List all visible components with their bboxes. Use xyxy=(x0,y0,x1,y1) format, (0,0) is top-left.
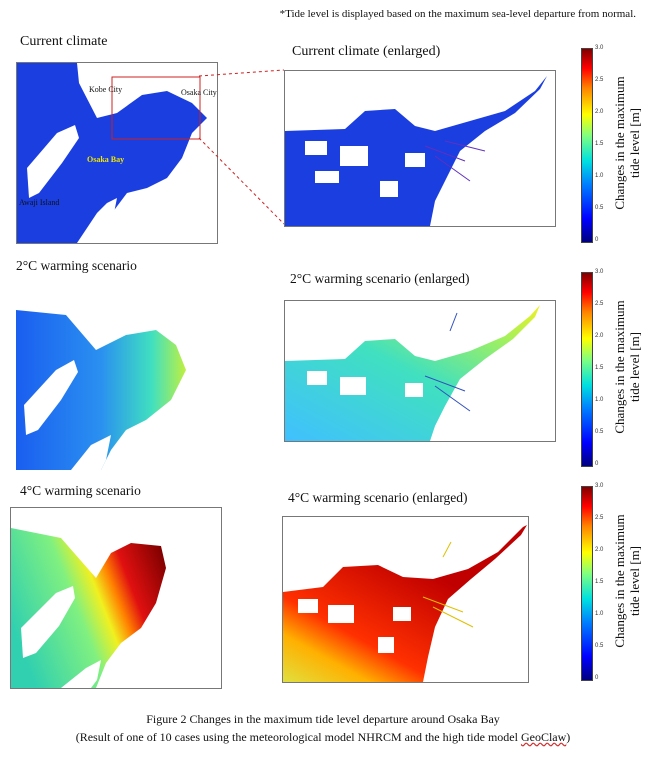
panel-title-4c: 4°C warming scenario xyxy=(20,483,141,498)
tick-label: 0 xyxy=(595,237,599,243)
tick-label: 0.5 xyxy=(595,643,604,649)
figure-caption-line1: Figure 2 Changes in the maximum tide lev… xyxy=(146,712,500,726)
panel-title-current-enlarged: Current climate (enlarged) xyxy=(292,44,441,59)
tick-label: 2.5 xyxy=(595,515,604,521)
tick-label: 2.0 xyxy=(595,333,604,339)
tick-label: 1.0 xyxy=(595,397,604,403)
tick-label: 3.0 xyxy=(595,483,604,489)
map-2c xyxy=(16,290,194,470)
colorbar-4c xyxy=(581,486,593,681)
tick-label: 3.0 xyxy=(595,45,604,51)
map-4c-enlarged xyxy=(282,516,529,683)
tick-label: 0 xyxy=(595,675,599,681)
tick-label: 2.0 xyxy=(595,547,604,553)
tick-label: 1.0 xyxy=(595,611,604,617)
tick-label: 0 xyxy=(595,461,599,467)
figure-caption-line2: (Result of one of 10 cases using the met… xyxy=(75,730,571,744)
map-4c xyxy=(10,507,222,689)
panel-title-current: Current climate xyxy=(20,34,108,49)
tick-label: 0.5 xyxy=(595,429,604,435)
tick-label: 1.5 xyxy=(595,365,604,371)
tick-label: 3.0 xyxy=(595,269,604,275)
label-osaka: Osaka City xyxy=(181,88,217,97)
map-2c-enlarged xyxy=(284,300,556,442)
map-current: Kobe City Osaka City Osaka Bay Awaji Isl… xyxy=(16,62,218,244)
tick-label: 2.5 xyxy=(595,77,604,83)
footnote: *Tide level is displayed based on the ma… xyxy=(279,8,636,20)
panel-title-2c-enlarged: 2°C warming scenario (enlarged) xyxy=(290,271,470,286)
colorbar-label: Changes in the maximum tide level [m] xyxy=(612,514,642,648)
tick-label: 1.5 xyxy=(595,141,604,147)
panel-title-4c-enlarged: 4°C warming scenario (enlarged) xyxy=(288,490,468,505)
tick-label: 2.0 xyxy=(595,109,604,115)
colorbar-2c xyxy=(581,272,593,467)
tick-label: 0.5 xyxy=(595,205,604,211)
colorbar-current xyxy=(581,48,593,243)
label-kobe: Kobe City xyxy=(89,85,123,94)
colorbar-label: Changes in the maximum tide level [m] xyxy=(612,76,642,210)
map-current-enlarged xyxy=(284,70,556,227)
tick-label: 1.0 xyxy=(595,173,604,179)
label-osaka-bay: Osaka Bay xyxy=(87,155,125,164)
label-awaji: Awaji Island xyxy=(19,198,60,207)
tick-label: 2.5 xyxy=(595,301,604,307)
colorbar-label: Changes in the maximum tide level [m] xyxy=(612,300,642,434)
panel-title-2c: 2°C warming scenario xyxy=(16,258,137,273)
tick-label: 1.5 xyxy=(595,579,604,585)
